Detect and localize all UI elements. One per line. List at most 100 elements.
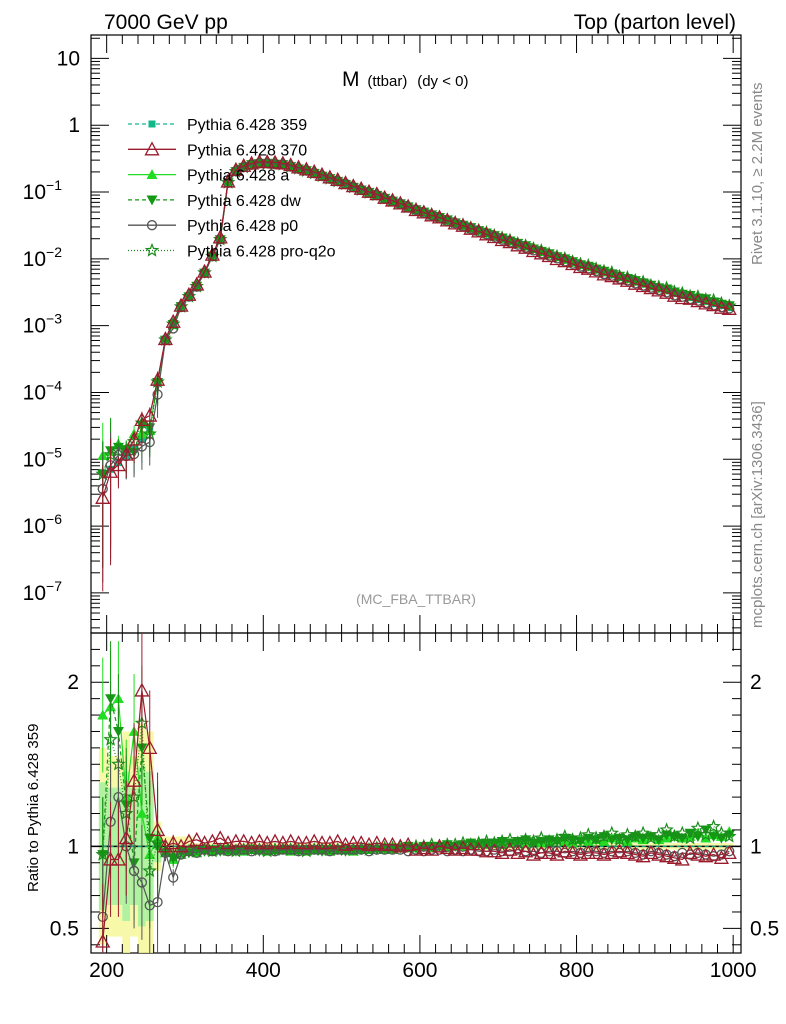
ratio-point [102, 851, 119, 866]
ratio-point [471, 841, 487, 856]
main-point [298, 161, 314, 176]
main-point [690, 288, 706, 303]
ratio-point [620, 827, 635, 842]
main-point [557, 253, 573, 268]
ratio-point [136, 808, 148, 818]
ratio-point [690, 820, 706, 835]
main-point [502, 234, 518, 249]
ratio-point [581, 827, 596, 842]
main-point [306, 163, 322, 178]
ratio-point [363, 846, 375, 857]
legend-label: Pythia 6.428 p0 [187, 218, 298, 235]
ratio-point [692, 832, 704, 842]
ratio-point [463, 841, 479, 856]
main-point [572, 259, 589, 274]
header-left: 7000 GeV pp [104, 11, 228, 34]
ratio-point [165, 835, 181, 850]
ratio-point [706, 818, 721, 833]
x-tick-label: 800 [559, 959, 594, 982]
main-point [102, 463, 119, 478]
ratio-point [283, 833, 299, 848]
main-point [142, 407, 158, 422]
main-point [684, 293, 696, 305]
legend-marker [146, 169, 158, 179]
ratio-point [168, 872, 179, 883]
ratio-point [614, 833, 626, 844]
ratio-point [246, 846, 257, 857]
main-point [471, 223, 487, 238]
x-tick-label: 1000 [710, 959, 757, 982]
main-point [714, 295, 729, 310]
ratio-point [306, 833, 322, 848]
header-right: Top (parton level) [574, 11, 736, 34]
main-point [580, 260, 596, 275]
plot-title-sub: (ttbar) [367, 73, 407, 90]
x-tick-label: 200 [89, 959, 124, 982]
ratio-point [424, 837, 439, 851]
main-point [196, 263, 213, 278]
main-point [228, 161, 244, 176]
ratio-point [230, 844, 242, 855]
ratio-point [557, 828, 573, 843]
ratio-point [457, 846, 469, 857]
analysis-watermark: (MC_FBA_TTBAR) [356, 591, 476, 607]
main-point [173, 297, 189, 312]
ratio-point [643, 830, 659, 845]
main-point [612, 270, 628, 285]
ratio-series-line [102, 723, 730, 872]
legend-marker [148, 120, 156, 128]
ratio-point [635, 825, 651, 840]
main-point [377, 189, 393, 204]
ratio-point [439, 840, 455, 855]
rivet-label: Rivet 3.1.10, ≥ 2.2M events [749, 83, 766, 266]
main-point [525, 243, 542, 258]
main-point [392, 195, 408, 210]
ratio-y-tick-label: 0.5 [50, 917, 79, 940]
x-tick-label: 400 [246, 959, 281, 982]
ratio-point [189, 831, 205, 846]
ratio-point [95, 846, 111, 861]
ratio-y-axis-label: Ratio to Pythia 6.428 359 [25, 724, 42, 892]
ratio-point [666, 849, 683, 864]
y-tick-label: 1 [68, 114, 80, 137]
plot-title: M (ttbar) (dy < 0) [342, 68, 468, 91]
ratio-point [426, 844, 437, 855]
ratio-y-tick-label-right: 0.5 [750, 917, 779, 940]
main-point [439, 212, 455, 227]
ratio-point [534, 830, 549, 845]
main-point [690, 293, 706, 308]
ratio-y-tick-label-right: 1 [750, 835, 762, 858]
legend-marker [146, 220, 158, 231]
main-point [275, 155, 291, 170]
ratio-point [222, 846, 234, 857]
main-point [627, 275, 643, 290]
ratio-point [651, 846, 667, 861]
ratio-point [431, 838, 448, 853]
main-point [715, 299, 727, 310]
legend-label: Pythia 6.428 dw [187, 193, 301, 210]
ratio-y-tick-label: 1 [67, 835, 79, 858]
ratio-point [705, 846, 722, 861]
ratio-point [128, 865, 140, 877]
main-point [290, 159, 307, 174]
y-tick-label: 10−7 [23, 578, 63, 605]
ratio-point [612, 843, 628, 858]
legend-label: Pythia 6.428 pro-q2o [187, 244, 336, 261]
ratio-point [713, 849, 730, 864]
ratio-point [619, 845, 636, 860]
ratio-point [262, 844, 273, 855]
ratio-y-tick-label-right: 2 [750, 671, 762, 694]
main-point [684, 290, 696, 301]
ratio-point [518, 843, 534, 858]
main-series-group [95, 153, 737, 592]
ratio-point [254, 844, 265, 855]
main-point [661, 284, 673, 295]
main-point [565, 256, 581, 271]
main-point [384, 192, 401, 207]
ratio-point [518, 832, 533, 846]
ratio-point [450, 844, 461, 855]
ratio-point [557, 843, 573, 858]
main-point [533, 245, 549, 260]
ratio-point [643, 845, 659, 860]
ratio-point [418, 846, 429, 857]
